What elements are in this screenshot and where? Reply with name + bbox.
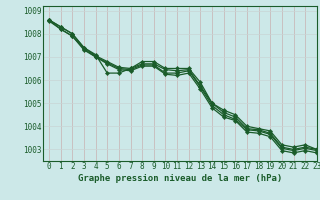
X-axis label: Graphe pression niveau de la mer (hPa): Graphe pression niveau de la mer (hPa) — [78, 174, 282, 183]
